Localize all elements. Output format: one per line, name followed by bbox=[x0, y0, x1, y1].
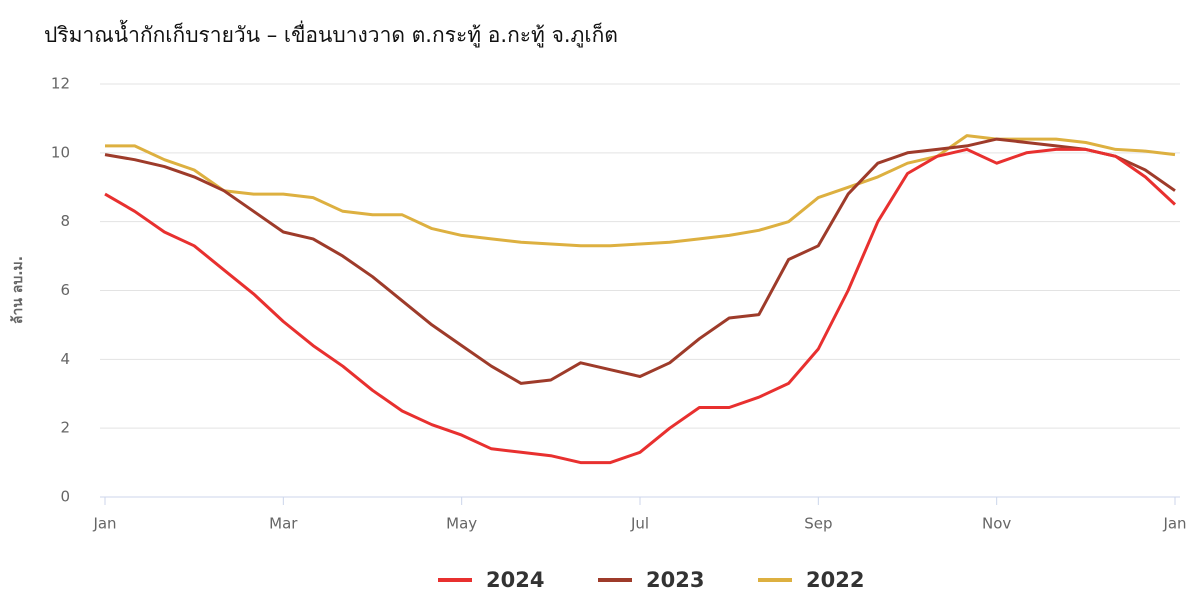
series-line bbox=[104, 147, 1177, 465]
legend-label: 2023 bbox=[646, 568, 704, 592]
legend-label: 2024 bbox=[486, 568, 544, 592]
x-tick-label: Jan bbox=[1162, 515, 1186, 533]
x-tick-label: Jan bbox=[92, 515, 116, 533]
y-tick-label: 12 bbox=[51, 75, 70, 93]
x-tick-label: Sep bbox=[804, 515, 832, 533]
legend-label: 2022 bbox=[806, 568, 864, 592]
chart-title: ปริมาณน้ำกักเก็บรายวัน – เขื่อนบางวาด ต.… bbox=[44, 20, 618, 48]
y-tick-label: 8 bbox=[60, 212, 70, 230]
series-line bbox=[105, 134, 1176, 248]
x-tick-label: Jul bbox=[630, 515, 649, 533]
y-tick-label: 2 bbox=[60, 419, 70, 437]
y-tick-label: 4 bbox=[60, 350, 70, 368]
x-tick-label: May bbox=[446, 515, 477, 533]
x-tick-label: Nov bbox=[982, 515, 1011, 533]
y-axis-label: ล้าน ลบ.ม. bbox=[10, 256, 26, 324]
y-tick-label: 6 bbox=[60, 281, 70, 299]
series-line bbox=[104, 137, 1176, 385]
x-tick-label: Mar bbox=[269, 515, 298, 533]
y-tick-label: 10 bbox=[51, 143, 70, 161]
y-tick-label: 0 bbox=[60, 488, 70, 506]
